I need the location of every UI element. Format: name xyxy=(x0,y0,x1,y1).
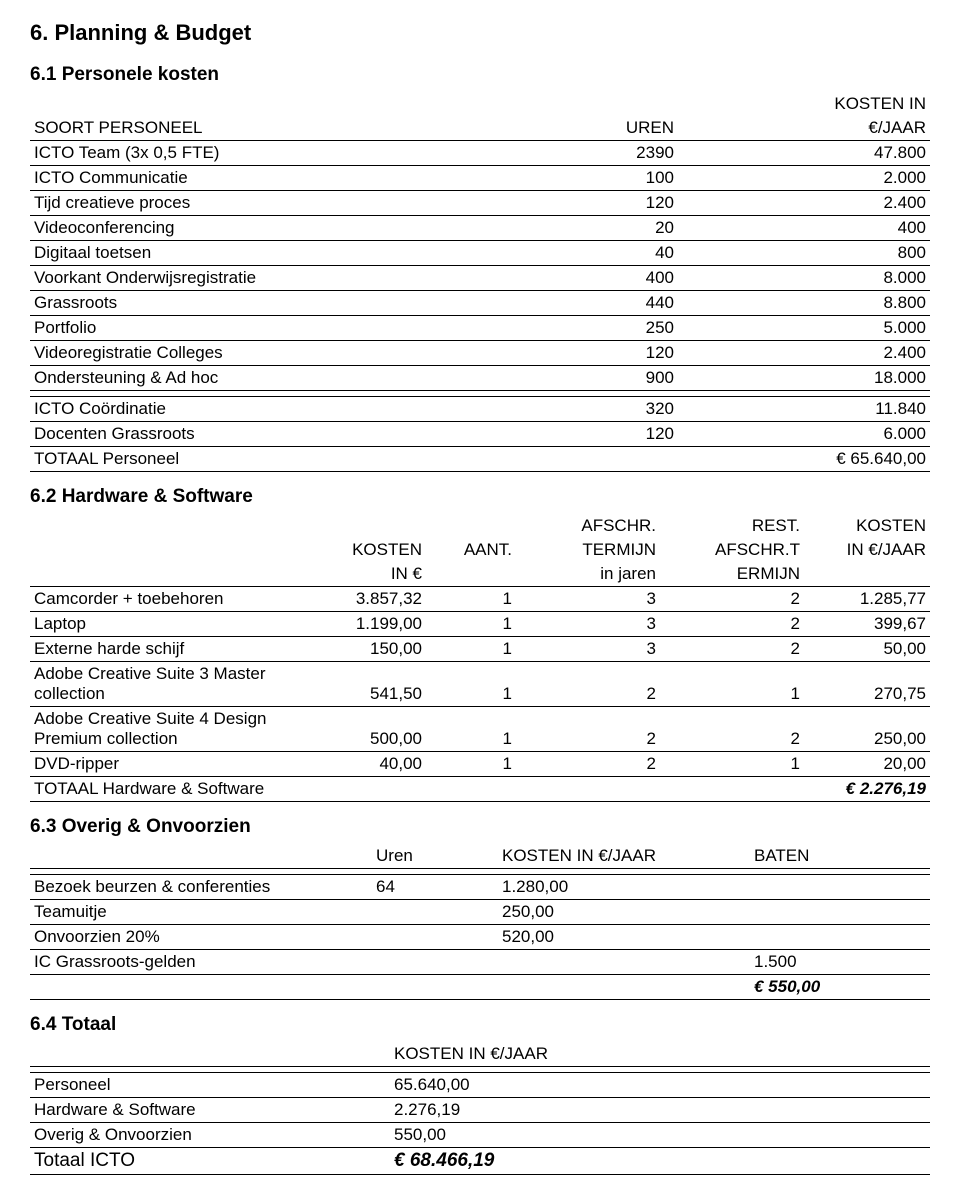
table-row: Laptop1.199,00132399,67 xyxy=(30,612,930,637)
section-61-heading: 6.1 Personele kosten xyxy=(30,64,930,86)
table-row: Adobe Creative Suite 3 Master collection… xyxy=(30,662,930,707)
page-title: 6. Planning & Budget xyxy=(30,20,930,46)
grand-total-row: Totaal ICTO€ 68.466,19 xyxy=(30,1148,930,1175)
table-row: Grassroots4408.800 xyxy=(30,291,930,316)
table-row: Hardware & Software2.276,19 xyxy=(30,1098,930,1123)
table-row: Portfolio2505.000 xyxy=(30,316,930,341)
section-64-heading: 6.4 Totaal xyxy=(30,1014,930,1036)
total-row: € 550,00 xyxy=(30,975,930,1000)
table-row: Voorkant Onderwijsregistratie4008.000 xyxy=(30,266,930,291)
table-row: Externe harde schijf150,0013250,00 xyxy=(30,637,930,662)
table-row: Adobe Creative Suite 4 Design Premium co… xyxy=(30,707,930,752)
header-row: KOSTEN IN €/JAAR xyxy=(30,1042,930,1067)
header-row-3: IN € in jaren ERMIJN xyxy=(30,562,930,587)
overig-table: Uren KOSTEN IN €/JAAR BATEN Bezoek beurz… xyxy=(30,844,930,1000)
table-row: Tijd creatieve proces1202.400 xyxy=(30,191,930,216)
header-row-1: AFSCHR. REST. KOSTEN xyxy=(30,514,930,538)
table-row: Videoregistratie Colleges1202.400 xyxy=(30,341,930,366)
table-row: DVD-ripper40,0012120,00 xyxy=(30,752,930,777)
col-kosten-in: KOSTEN IN xyxy=(678,92,930,116)
header-row-2: SOORT PERSONEEL UREN €/JAAR xyxy=(30,116,930,141)
totaal-table: KOSTEN IN €/JAAR Personeel65.640,00 Hard… xyxy=(30,1042,930,1175)
col-uren: UREN xyxy=(480,116,678,141)
col-jaar: €/JAAR xyxy=(678,116,930,141)
header-row-2: KOSTEN AANT. TERMIJN AFSCHR.T IN €/JAAR xyxy=(30,538,930,562)
total-row: TOTAAL Hardware & Software€ 2.276,19 xyxy=(30,777,930,802)
table-row: ICTO Team (3x 0,5 FTE)239047.800 xyxy=(30,141,930,166)
table-row: Bezoek beurzen & conferenties641.280,00 xyxy=(30,875,930,900)
section-62-heading: 6.2 Hardware & Software xyxy=(30,486,930,508)
header-row-1: KOSTEN IN xyxy=(30,92,930,116)
table-row: Ondersteuning & Ad hoc90018.000 xyxy=(30,366,930,391)
table-row: Digitaal toetsen40800 xyxy=(30,241,930,266)
table-row: Camcorder + toebehoren3.857,321321.285,7… xyxy=(30,587,930,612)
table-row: Teamuitje250,00 xyxy=(30,900,930,925)
total-row: TOTAAL Personeel€ 65.640,00 xyxy=(30,447,930,472)
table-row: Docenten Grassroots1206.000 xyxy=(30,422,930,447)
table-row: IC Grassroots-gelden1.500 xyxy=(30,950,930,975)
header-row: Uren KOSTEN IN €/JAAR BATEN xyxy=(30,844,930,869)
table-row: ICTO Coördinatie32011.840 xyxy=(30,397,930,422)
hardware-table: AFSCHR. REST. KOSTEN KOSTEN AANT. TERMIJ… xyxy=(30,514,930,802)
table-row: Videoconferencing20400 xyxy=(30,216,930,241)
personnel-table: KOSTEN IN SOORT PERSONEEL UREN €/JAAR IC… xyxy=(30,92,930,472)
section-63-heading: 6.3 Overig & Onvoorzien xyxy=(30,816,930,838)
table-row: Onvoorzien 20%520,00 xyxy=(30,925,930,950)
table-row: ICTO Communicatie1002.000 xyxy=(30,166,930,191)
table-row: Overig & Onvoorzien550,00 xyxy=(30,1123,930,1148)
col-soort: SOORT PERSONEEL xyxy=(30,116,480,141)
table-row: Personeel65.640,00 xyxy=(30,1073,930,1098)
